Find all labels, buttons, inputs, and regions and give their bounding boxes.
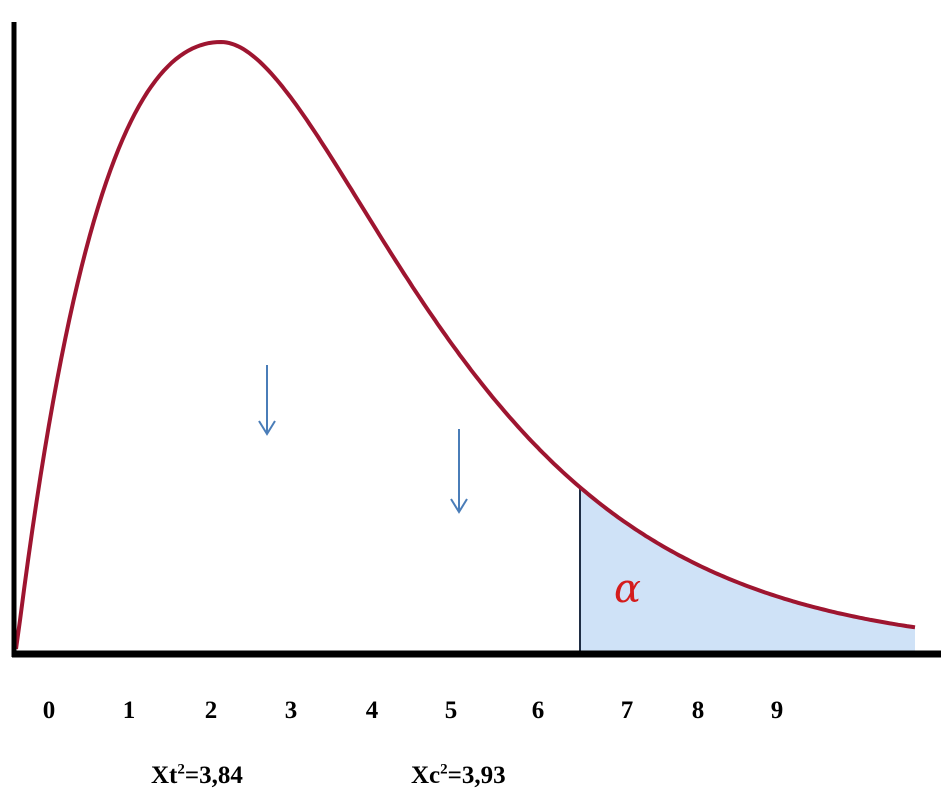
density-curve — [14, 39, 916, 650]
x-tick-label: 0 — [42, 697, 56, 724]
table-chi-square-value: Xt2=3,84 — [151, 761, 243, 789]
x-tick-label: 4 — [365, 697, 379, 724]
calculated-chi-square-value: Xc2=3,93 — [411, 761, 506, 789]
x-tick-label: 5 — [444, 697, 458, 724]
x-tick-label: 1 — [122, 697, 136, 724]
x-tick-label: 8 — [691, 697, 705, 724]
critical-region-shading — [580, 487, 915, 652]
x-tick-label: 3 — [284, 697, 298, 724]
arrow-head — [450, 498, 468, 514]
alpha-label: α — [614, 566, 642, 612]
x-tick-label: 2 — [204, 697, 218, 724]
down-arrow-icon — [450, 429, 468, 514]
x-tick-label: 9 — [770, 697, 784, 724]
arrow-head — [258, 420, 276, 436]
x-tick-label: 7 — [620, 697, 634, 724]
down-arrow-icon — [258, 365, 276, 436]
x-tick-label: 6 — [531, 697, 545, 724]
